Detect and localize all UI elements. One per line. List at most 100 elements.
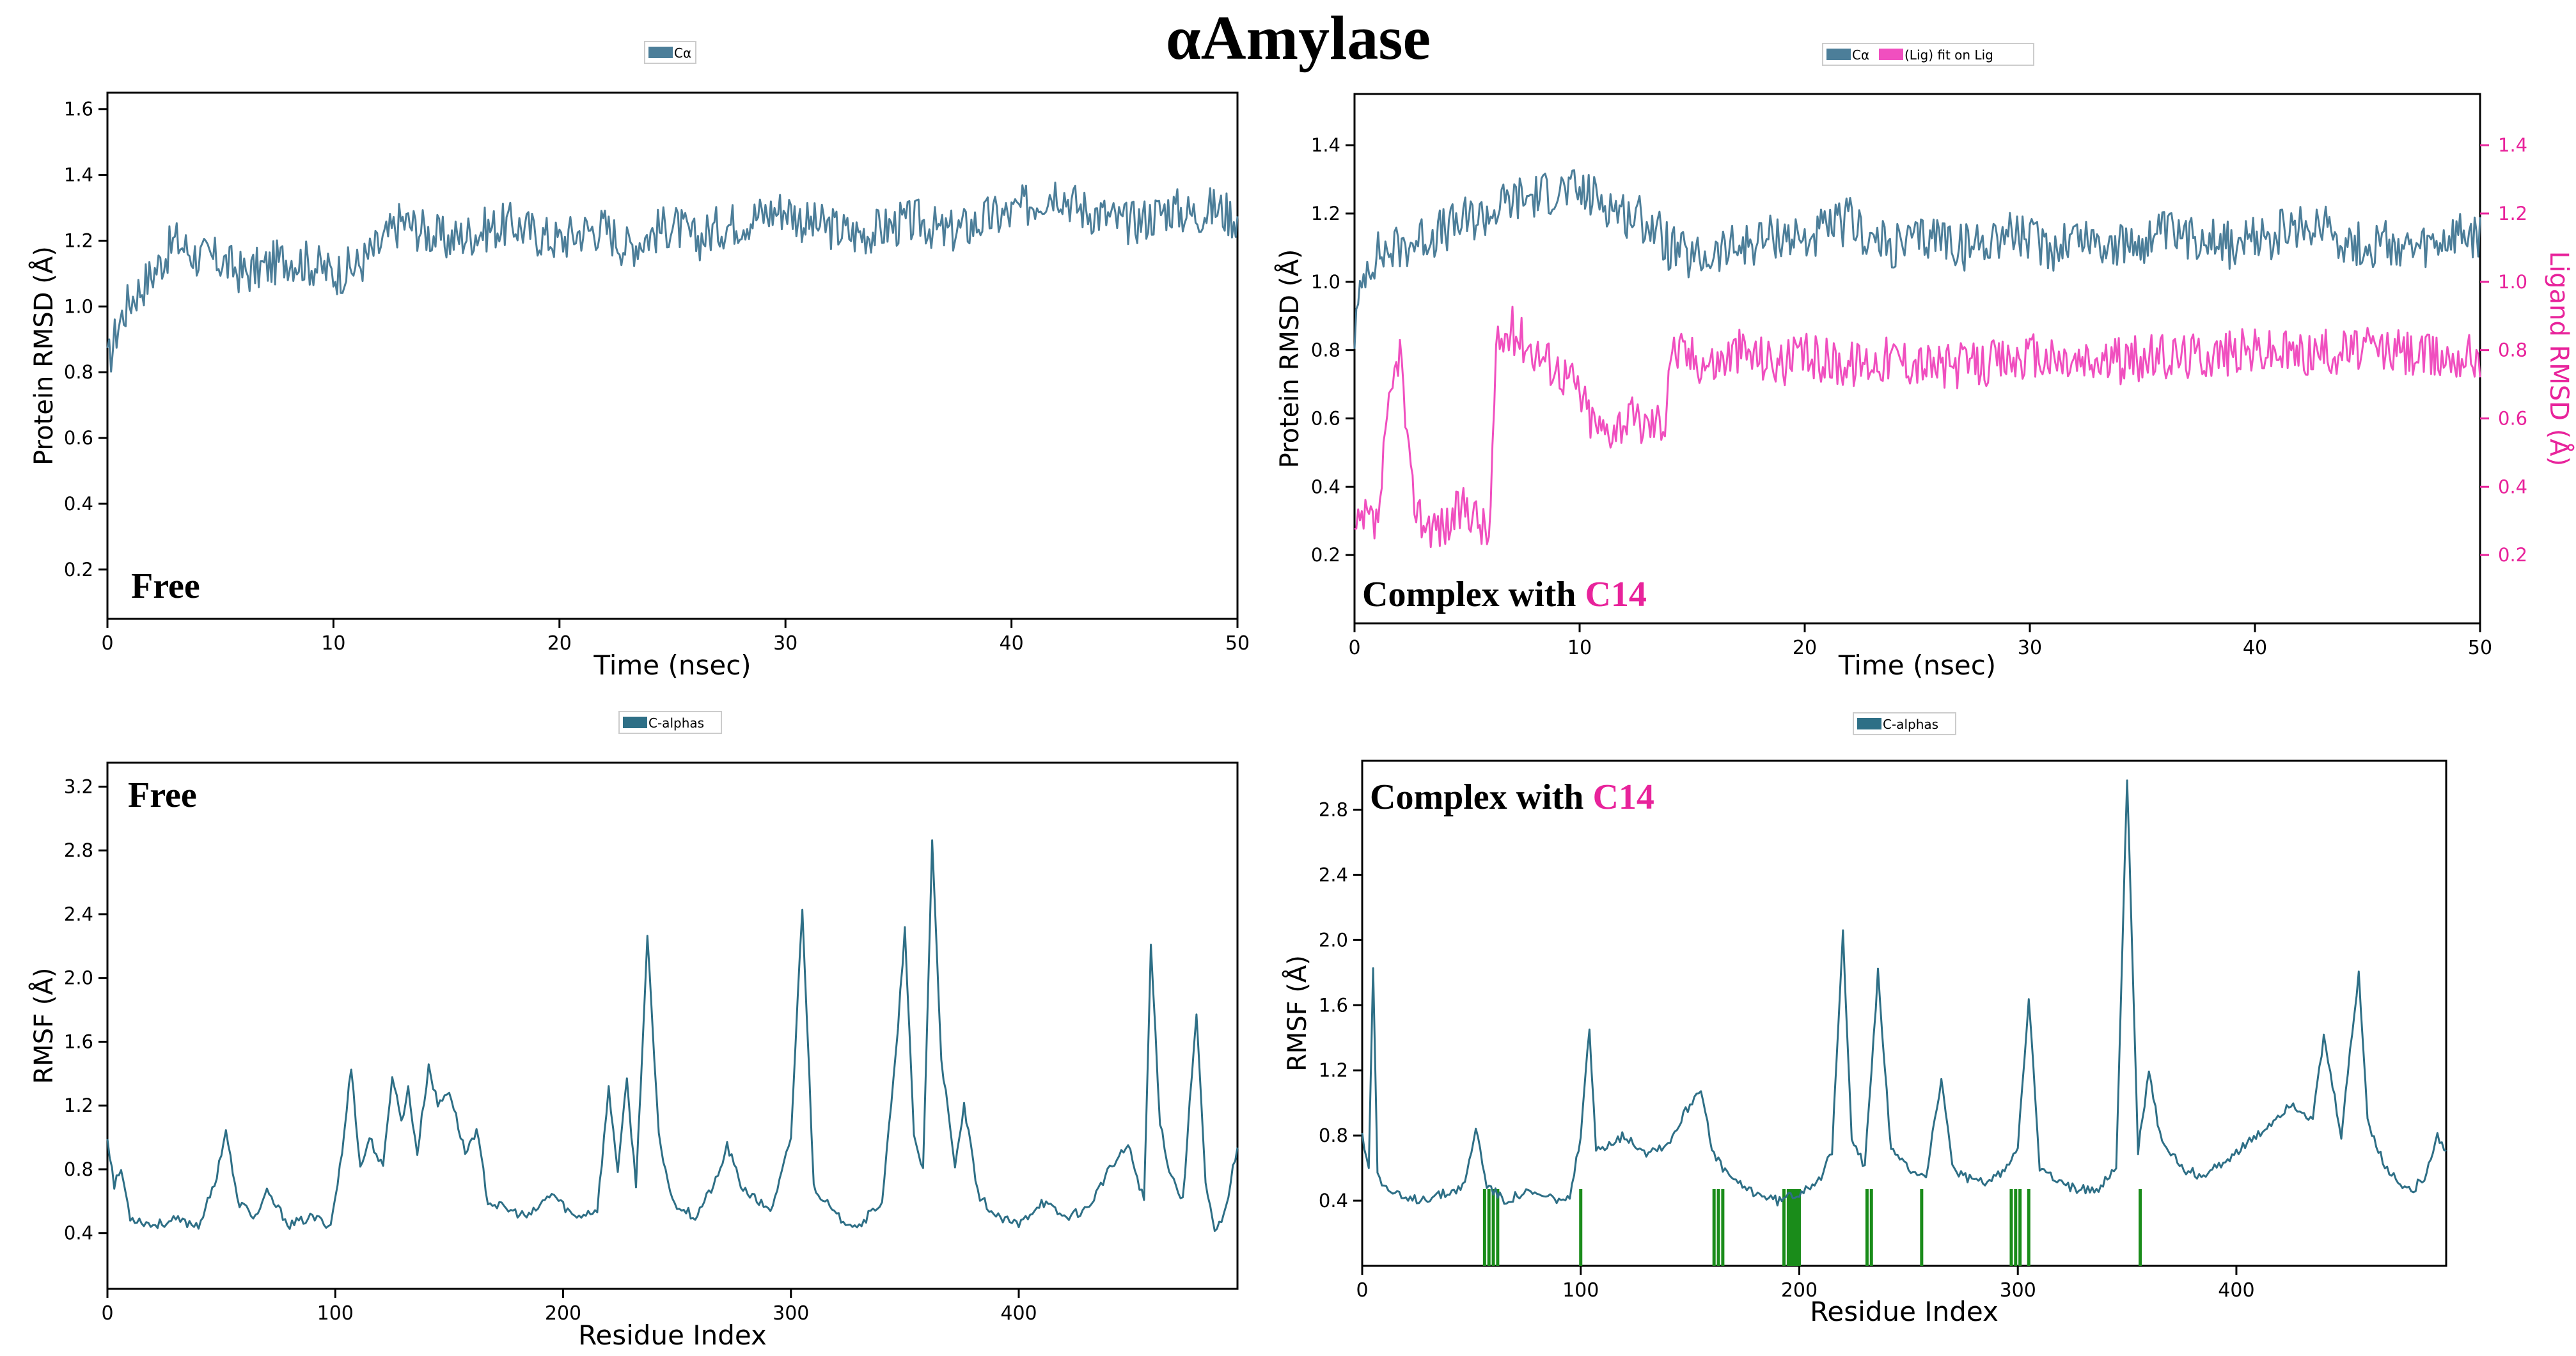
plot-frame <box>106 91 1239 620</box>
protein-rmsd-free-chart: 0 10 20 30 40 50 0.2 0.4 0.6 0.8 1.0 1.2 1.4 1.6 Time … <box>28 41 1250 681</box>
x-tick-label: 20 <box>547 632 572 655</box>
right-y-tick-label: 0.6 <box>2498 407 2527 429</box>
x-tick-label: 30 <box>2018 637 2042 659</box>
y-tick-label: 1.4 <box>1311 134 1340 156</box>
legend-swatch <box>623 717 647 728</box>
y-tick-label: 0.4 <box>1311 476 1340 497</box>
x-tick-label: 0 <box>101 1302 113 1325</box>
legend-label: Cα <box>674 45 691 61</box>
series-line-calphas <box>106 839 1239 1232</box>
annotation: Free <box>131 566 200 606</box>
annotation: Free <box>128 775 197 815</box>
y-tick-label: 0.8 <box>1319 1125 1348 1146</box>
y-axis-label: Protein RMSD (Å) <box>1274 249 1305 469</box>
series-line-calphas <box>1361 779 2447 1207</box>
annotation-text: Complex with <box>1362 575 1585 614</box>
right-y-tick-label: 0.2 <box>2498 544 2527 566</box>
y-tick-label: 0.4 <box>1319 1190 1348 1212</box>
y-tick-label: 2.8 <box>1319 799 1348 820</box>
y-tick-label: 2.4 <box>1319 864 1348 885</box>
y-tick-label: 0.2 <box>64 559 93 581</box>
y-tick-label: 1.6 <box>1319 994 1348 1016</box>
y-axis-label: RMSF (Å) <box>28 968 59 1084</box>
y-tick-label: 1.4 <box>64 164 93 186</box>
right-y-tick-label: 0.8 <box>2498 339 2527 361</box>
right-y-axis-label: Ligand RMSD (Å) <box>2544 251 2575 467</box>
x-tick-label: 40 <box>1000 632 1024 655</box>
y-tick-label: 0.8 <box>64 361 93 383</box>
legend-label: C-alphas <box>648 715 704 731</box>
legend-swatch <box>1879 49 1903 60</box>
right-y-tick-label: 1.0 <box>2498 271 2527 293</box>
legend: Cα (Lig) fit on Lig <box>1822 43 2034 66</box>
annotation-ligand-name: C14 <box>1585 575 1646 614</box>
y-tick-label: 2.4 <box>64 903 93 925</box>
protein-ligand-rmsd-complex-chart: 0 10 20 30 40 50 0.2 0.4 0.6 0.8 1.0 1.2 1.4 Time (ns… <box>1274 43 2575 681</box>
right-y-tick-label: 1.2 <box>2498 203 2527 224</box>
x-tick-label: 300 <box>773 1302 809 1325</box>
x-axis-label: Residue Index <box>1810 1296 1999 1327</box>
y-tick-label: 2.8 <box>64 839 93 861</box>
legend: C-alphas <box>618 711 722 734</box>
x-axis-label: Time (nsec) <box>1838 650 1996 681</box>
legend-label: (Lig) fit on Lig <box>1905 47 1993 63</box>
legend-box <box>1822 43 2034 66</box>
x-tick-label: 100 <box>1562 1279 1599 1302</box>
y-tick-label: 1.0 <box>1311 271 1340 293</box>
legend: C-alphas <box>1853 712 1956 735</box>
x-tick-label: 30 <box>773 632 797 655</box>
x-tick-label: 300 <box>2000 1279 2036 1302</box>
x-tick-label: 100 <box>317 1302 354 1325</box>
x-tick-label: 20 <box>1793 637 1817 659</box>
plot-frame <box>106 761 1239 1290</box>
x-tick-label: 400 <box>2218 1279 2254 1302</box>
x-tick-label: 0 <box>1356 1279 1368 1302</box>
y-tick-label: 0.8 <box>64 1158 93 1180</box>
series-line-ligfitonlig <box>1354 306 2481 549</box>
x-tick-label: 10 <box>1567 637 1592 659</box>
y-tick-label: 0.6 <box>1311 407 1340 429</box>
x-tick-label: 50 <box>2468 637 2492 659</box>
x-tick-label: 50 <box>1225 632 1250 655</box>
legend-label: Cα <box>1852 47 1869 63</box>
series-line-c <box>106 182 1239 373</box>
plot-frame <box>1361 760 2447 1267</box>
y-tick-label: 1.2 <box>64 1095 93 1116</box>
y-tick-label: 2.0 <box>64 967 93 989</box>
legend-swatch <box>648 47 673 58</box>
y-tick-label: 0.4 <box>64 1222 93 1244</box>
y-axis-label: RMSF (Å) <box>1282 955 1312 1072</box>
plot-frame <box>1353 93 2481 625</box>
x-tick-label: 0 <box>1348 637 1360 659</box>
annotation-text: Complex with <box>1370 777 1592 817</box>
x-tick-label: 200 <box>1781 1279 1818 1302</box>
rmsf-free-chart: 0 100 200 300 400 0.4 0.8 1.2 1.6 2.0 2.4 2.8 3.2 Res… <box>28 711 1239 1351</box>
rmsf-complex-chart: 0 100 200 300 400 0.4 0.8 1.2 1.6 2.0 2.4 2.8 Residu… <box>1282 712 2447 1327</box>
y-tick-label: 1.6 <box>64 1031 93 1052</box>
y-tick-label: 2.0 <box>1319 929 1348 951</box>
y-axis-label: Protein RMSD (Å) <box>28 246 59 465</box>
x-tick-label: 200 <box>545 1302 581 1325</box>
x-axis-label: Residue Index <box>578 1320 767 1351</box>
y-tick-label: 1.2 <box>1311 203 1340 224</box>
annotation: Complex with C14 <box>1370 777 1654 817</box>
legend-swatch <box>1826 49 1851 60</box>
x-tick-label: 400 <box>1000 1302 1037 1325</box>
right-y-tick-label: 0.4 <box>2498 476 2527 497</box>
right-y-tick-label: 1.4 <box>2498 134 2527 156</box>
y-tick-label: 1.2 <box>1319 1059 1348 1081</box>
y-tick-label: 1.0 <box>64 295 93 317</box>
y-tick-label: 0.4 <box>64 493 93 515</box>
y-tick-label: 1.2 <box>64 230 93 251</box>
series-line-c <box>1353 169 2481 349</box>
x-axis-label: Time (nsec) <box>593 650 751 681</box>
annotation: Complex with C14 <box>1362 575 1647 614</box>
annotation-ligand-name: C14 <box>1592 777 1654 817</box>
page-title: αAmylase <box>1166 4 1431 73</box>
y-tick-label: 1.6 <box>64 98 93 120</box>
legend-label: C-alphas <box>1883 717 1938 732</box>
x-tick-label: 0 <box>101 632 113 655</box>
y-tick-label: 0.8 <box>1311 339 1340 361</box>
